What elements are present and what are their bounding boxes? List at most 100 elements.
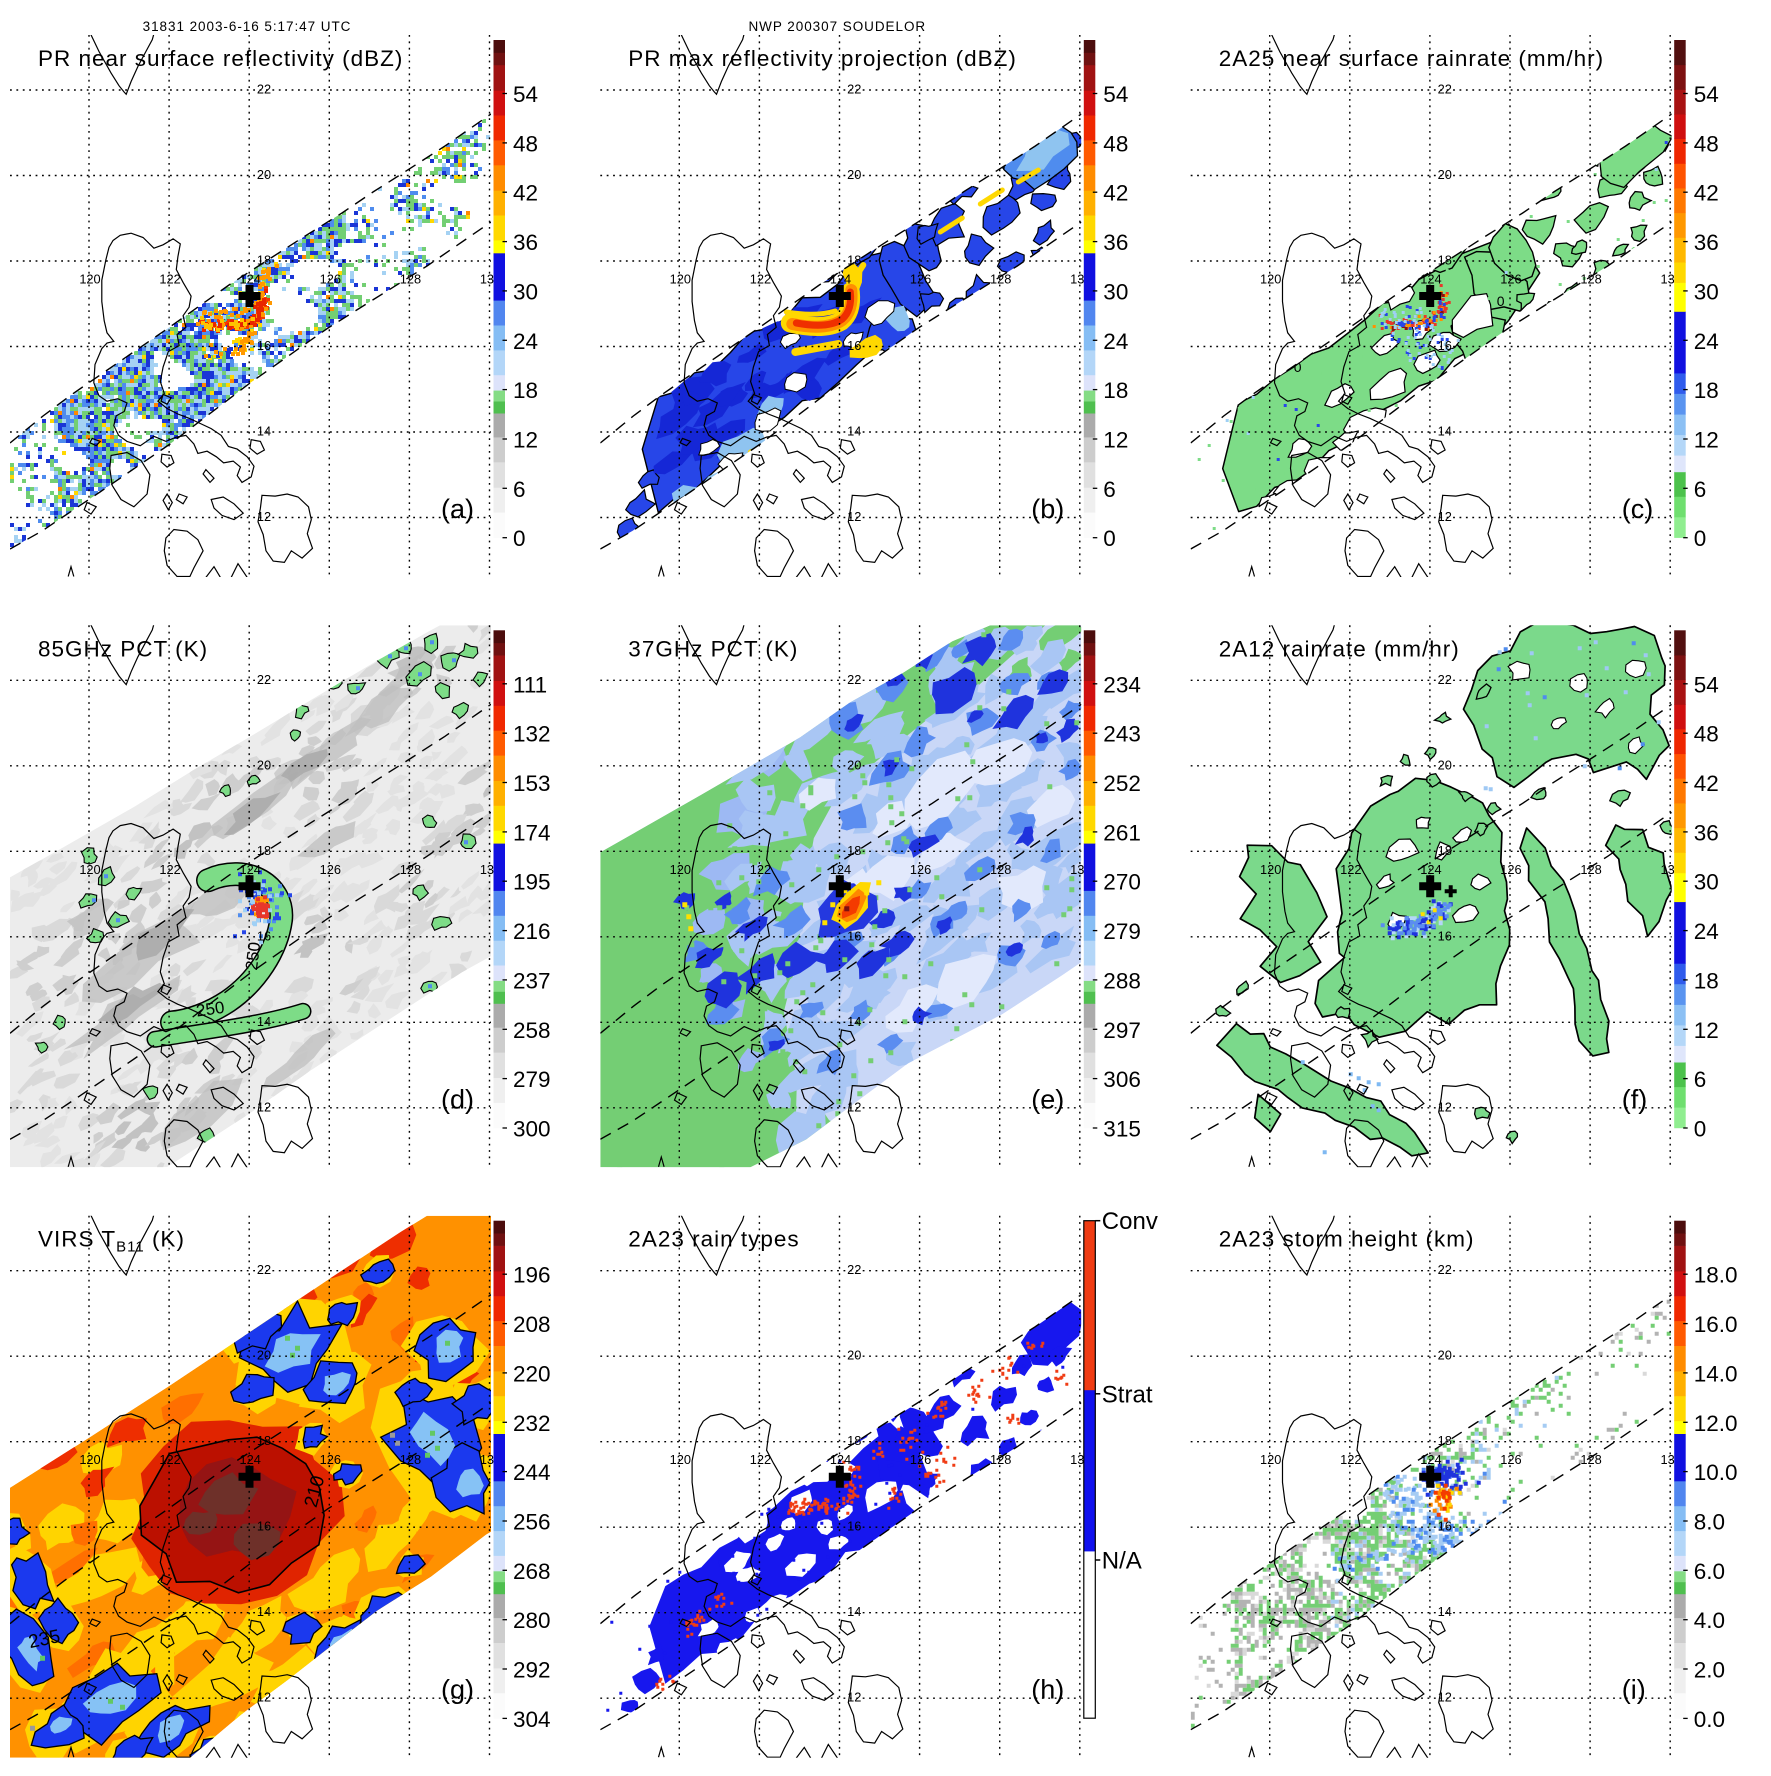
svg-text:12.0: 12.0	[1694, 1411, 1738, 1436]
svg-text:111: 111	[513, 672, 547, 697]
svg-text:288: 288	[1103, 968, 1141, 993]
svg-text:37GHz PCT (K): 37GHz PCT (K)	[628, 636, 798, 661]
svg-text:NWP 200307 SOUDELOR: NWP 200307 SOUDELOR	[748, 19, 926, 34]
svg-text:0: 0	[1694, 526, 1707, 551]
svg-text:153: 153	[513, 771, 551, 796]
svg-text:2A23 rain types: 2A23 rain types	[628, 1227, 799, 1252]
svg-text:36: 36	[1694, 230, 1719, 255]
svg-text:2A23 storm height (km): 2A23 storm height (km)	[1219, 1227, 1475, 1252]
svg-text:252: 252	[1103, 771, 1141, 796]
svg-text:6: 6	[1103, 477, 1116, 502]
svg-text:24: 24	[1103, 329, 1128, 354]
svg-text:304: 304	[513, 1707, 551, 1732]
svg-text:195: 195	[513, 870, 551, 895]
svg-text:174: 174	[513, 820, 551, 845]
svg-text:2.0: 2.0	[1694, 1658, 1725, 1683]
svg-text:279: 279	[1103, 919, 1141, 944]
svg-text:42: 42	[513, 181, 538, 206]
svg-text:196: 196	[513, 1263, 551, 1288]
svg-text:18: 18	[1103, 378, 1128, 403]
svg-text:256: 256	[513, 1510, 551, 1535]
svg-text:42: 42	[1694, 181, 1719, 206]
svg-text:270: 270	[1103, 870, 1141, 895]
svg-text:30: 30	[1103, 279, 1128, 304]
svg-text:14.0: 14.0	[1694, 1361, 1738, 1386]
svg-text:PR max reflectivity projection: PR max reflectivity projection (dBZ)	[628, 46, 1017, 71]
svg-text:(f): (f)	[1622, 1084, 1647, 1114]
svg-text:0: 0	[513, 526, 526, 551]
svg-text:36: 36	[1694, 820, 1719, 845]
svg-text:268: 268	[513, 1559, 551, 1584]
svg-text:PR near surface reflectivity (: PR near surface reflectivity (dBZ)	[38, 46, 403, 71]
svg-text:30: 30	[1694, 279, 1719, 304]
svg-text:54: 54	[1694, 82, 1719, 107]
svg-text:250: 250	[242, 941, 264, 971]
svg-text:279: 279	[513, 1067, 551, 1092]
svg-text:N/A: N/A	[1102, 1548, 1142, 1575]
svg-text:2A12 rainrate (mm/hr): 2A12 rainrate (mm/hr)	[1219, 636, 1460, 661]
svg-text:12: 12	[1694, 428, 1719, 453]
svg-text:24: 24	[1694, 919, 1719, 944]
svg-text:(d): (d)	[441, 1084, 474, 1114]
svg-text:2A25 near surface rainrate (mm: 2A25 near surface rainrate (mm/hr)	[1219, 46, 1604, 71]
svg-text:(g): (g)	[441, 1675, 474, 1705]
svg-text:216: 216	[513, 919, 551, 944]
svg-text:0: 0	[1497, 293, 1505, 309]
svg-text:6: 6	[513, 477, 526, 502]
svg-text:261: 261	[1103, 820, 1141, 845]
svg-text:297: 297	[1103, 1018, 1141, 1043]
svg-text:48: 48	[1694, 131, 1719, 156]
svg-text:42: 42	[1103, 181, 1128, 206]
svg-text:30: 30	[1694, 870, 1719, 895]
svg-text:220: 220	[513, 1361, 551, 1386]
svg-text:18: 18	[1694, 378, 1719, 403]
svg-text:54: 54	[513, 82, 538, 107]
svg-text:306: 306	[1103, 1067, 1141, 1092]
svg-text:6.0: 6.0	[1694, 1559, 1725, 1584]
svg-text:280: 280	[513, 1608, 551, 1633]
svg-text:258: 258	[513, 1018, 551, 1043]
svg-text:315: 315	[1103, 1117, 1141, 1142]
svg-text:6: 6	[1694, 1067, 1707, 1092]
svg-text:16.0: 16.0	[1694, 1312, 1738, 1337]
svg-text:12: 12	[513, 428, 538, 453]
svg-text:12: 12	[1694, 1018, 1719, 1043]
svg-text:Conv: Conv	[1102, 1208, 1158, 1235]
svg-text:8.0: 8.0	[1694, 1510, 1725, 1535]
svg-text:0: 0	[1103, 526, 1116, 551]
svg-text:54: 54	[1103, 82, 1128, 107]
svg-text:243: 243	[1103, 722, 1141, 747]
svg-text:234: 234	[1103, 672, 1141, 697]
svg-text:0: 0	[1294, 359, 1302, 375]
svg-text:(h): (h)	[1031, 1675, 1064, 1705]
svg-text:292: 292	[513, 1658, 551, 1683]
svg-text:250: 250	[195, 998, 226, 1021]
svg-text:(e): (e)	[1031, 1084, 1064, 1114]
svg-text:48: 48	[1694, 722, 1719, 747]
svg-text:36: 36	[513, 230, 538, 255]
svg-text:42: 42	[1694, 771, 1719, 796]
svg-text:6: 6	[1694, 477, 1707, 502]
svg-text:12: 12	[1103, 428, 1128, 453]
svg-text:10.0: 10.0	[1694, 1460, 1738, 1485]
svg-text:18.0: 18.0	[1694, 1263, 1738, 1288]
svg-text:24: 24	[1694, 329, 1719, 354]
svg-text:Strat: Strat	[1102, 1381, 1153, 1408]
svg-text:30: 30	[513, 279, 538, 304]
svg-text:300: 300	[513, 1117, 551, 1142]
svg-text:208: 208	[513, 1312, 551, 1337]
svg-text:54: 54	[1694, 672, 1719, 697]
svg-text:0.0: 0.0	[1694, 1707, 1725, 1732]
svg-text:36: 36	[1103, 230, 1128, 255]
svg-text:85GHz PCT (K): 85GHz PCT (K)	[38, 636, 208, 661]
svg-text:18: 18	[513, 378, 538, 403]
svg-text:4.0: 4.0	[1694, 1608, 1725, 1633]
svg-text:0: 0	[1694, 1117, 1707, 1142]
svg-text:(a): (a)	[441, 494, 474, 524]
svg-text:18: 18	[1694, 968, 1719, 993]
svg-text:24: 24	[513, 329, 538, 354]
svg-text:VIRS TB11 (K): VIRS TB11 (K)	[38, 1227, 185, 1256]
svg-text:232: 232	[513, 1411, 551, 1436]
svg-text:(c): (c)	[1622, 494, 1653, 524]
svg-text:(b): (b)	[1031, 494, 1064, 524]
